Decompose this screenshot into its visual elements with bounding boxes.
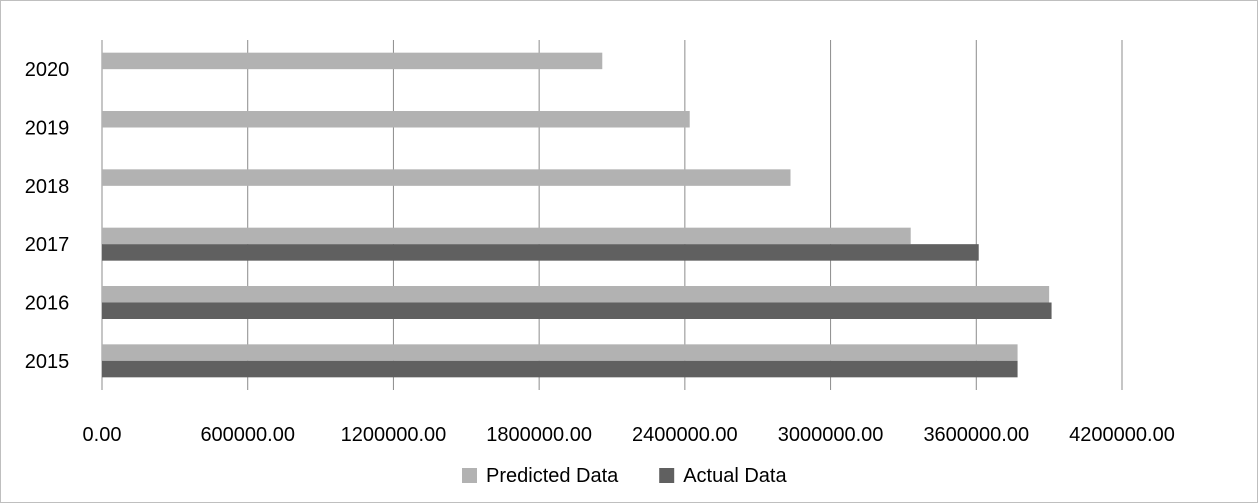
bar-predicted-data-2015 <box>102 344 1018 361</box>
x-tick-label: 1800000.00 <box>486 424 592 446</box>
legend: Predicted Data Actual Data <box>462 465 787 487</box>
bar-actual-data-2017 <box>102 244 979 261</box>
y-tick-label-2020: 2020 <box>25 59 70 81</box>
x-tick-label: 4200000.00 <box>1069 424 1175 446</box>
bar-predicted-data-2017 <box>102 227 911 245</box>
x-axis-labels: 0.00 600000.00 1200000.00 1800000.00 2400000… <box>83 424 1175 446</box>
x-tick-label: 3000000.00 <box>778 424 884 446</box>
legend-label-predicted-data: Predicted Data <box>486 465 619 487</box>
legend-swatch-predicted-data <box>462 468 477 483</box>
bar-actual-data-2016 <box>102 302 1052 319</box>
bar-predicted-data-2018 <box>102 169 791 186</box>
bars <box>102 52 1052 378</box>
y-tick-label-2019: 2019 <box>25 118 70 140</box>
y-tick-label-2015: 2015 <box>25 351 70 373</box>
x-tick-label: 0.00 <box>83 424 122 446</box>
y-tick-label-2018: 2018 <box>25 176 70 198</box>
x-tick-label: 1200000.00 <box>341 424 447 446</box>
x-tick-label: 600000.00 <box>200 424 295 446</box>
legend-swatch-actual-data <box>659 468 675 483</box>
legend-label-actual-data: Actual Data <box>683 465 787 487</box>
y-axis-labels: 2015 2016 2017 2018 2019 2020 <box>25 59 70 373</box>
gridlines <box>101 40 1123 390</box>
y-tick-label-2017: 2017 <box>25 234 70 256</box>
y-tick-label-2016: 2016 <box>25 293 70 315</box>
bar-actual-data-2015 <box>102 360 1018 378</box>
x-tick-label: 2400000.00 <box>632 424 738 446</box>
bar-predicted-data-2020 <box>102 52 603 70</box>
x-tick-label: 3600000.00 <box>923 424 1029 446</box>
bar-predicted-data-2019 <box>102 111 690 128</box>
bar-predicted-data-2016 <box>102 286 1050 303</box>
